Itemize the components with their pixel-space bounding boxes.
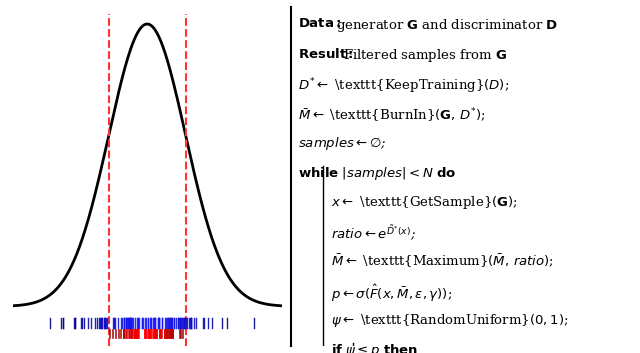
Text: $p \leftarrow \sigma(\hat{F}(x, \bar{M}, \epsilon, \gamma))$;: $p \leftarrow \sigma(\hat{F}(x, \bar{M},… <box>332 282 452 304</box>
Text: $\psi \leftarrow$ \texttt{RandomUniform}$(0, 1)$;: $\psi \leftarrow$ \texttt{RandomUniform}… <box>332 312 568 329</box>
Text: $ratio \leftarrow e^{\tilde{D}^{*}(x)}$;: $ratio \leftarrow e^{\tilde{D}^{*}(x)}$; <box>332 223 416 244</box>
Text: $\mathbf{Data:}$: $\mathbf{Data:}$ <box>298 17 341 30</box>
Text: $\mathbf{if}$ $\psi \leq p$ $\mathbf{then}$: $\mathbf{if}$ $\psi \leq p$ $\mathbf{the… <box>332 342 419 353</box>
Text: $D^{*} \leftarrow$ \texttt{KeepTraining}$(D)$;: $D^{*} \leftarrow$ \texttt{KeepTraining}… <box>298 76 509 96</box>
Text: $samples \leftarrow \emptyset$;: $samples \leftarrow \emptyset$; <box>298 135 387 152</box>
Text: $\mathbf{while}$ $|samples| < N$ $\mathbf{do}$: $\mathbf{while}$ $|samples| < N$ $\mathb… <box>298 164 456 182</box>
Text: $\bar{M} \leftarrow$ \texttt{Maximum}$(\bar{M},\, ratio)$;: $\bar{M} \leftarrow$ \texttt{Maximum}$(\… <box>332 253 554 270</box>
Text: Filtered samples from $\mathbf{G}$: Filtered samples from $\mathbf{G}$ <box>343 47 508 64</box>
Text: $\bar{M} \leftarrow$ \texttt{BurnIn}$(\mathbf{G},\, D^{*})$;: $\bar{M} \leftarrow$ \texttt{BurnIn}$(\m… <box>298 106 486 124</box>
Text: $x \leftarrow$ \texttt{GetSample}$(\mathbf{G})$;: $x \leftarrow$ \texttt{GetSample}$(\math… <box>332 194 518 211</box>
Text: generator $\mathbf{G}$ and discriminator $\mathbf{D}$: generator $\mathbf{G}$ and discriminator… <box>336 17 558 34</box>
Text: $\mathbf{Result:}$: $\mathbf{Result:}$ <box>298 47 353 61</box>
